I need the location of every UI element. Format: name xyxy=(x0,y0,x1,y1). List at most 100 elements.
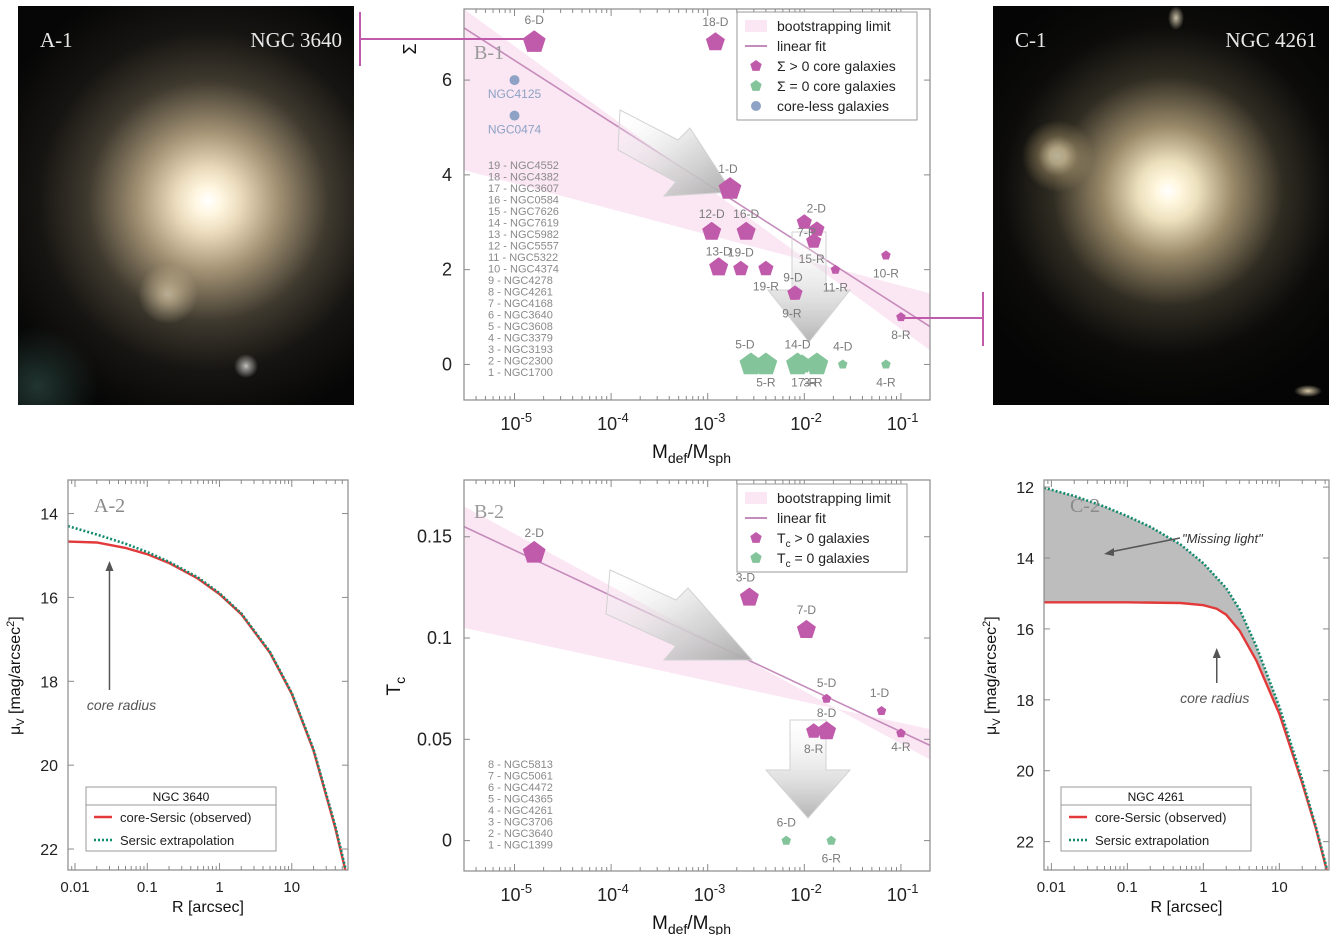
trend-arrow-0 xyxy=(605,569,754,661)
missing-light-region xyxy=(1044,487,1327,870)
y-axis-label: Σ xyxy=(400,43,420,54)
y-tick-label: 6 xyxy=(442,70,452,90)
data-point xyxy=(718,177,742,199)
galaxy-list-item: 9 - NGC4278 xyxy=(488,275,553,287)
legend-swatch xyxy=(751,101,761,111)
data-point xyxy=(736,221,756,240)
point-label: 8-D xyxy=(817,706,837,720)
legend-label: core-Sersic (observed) xyxy=(1095,810,1227,825)
y-tick-label: 14 xyxy=(40,507,58,524)
point-label: 19-D xyxy=(728,246,754,260)
x-tick-label: 10-3 xyxy=(694,410,726,434)
data-point xyxy=(809,221,825,236)
legend-label: bootstrapping limit xyxy=(777,18,891,34)
galaxy-list-item: 8 - NGC5813 xyxy=(488,759,553,771)
legend-title: NGC 3640 xyxy=(153,790,210,804)
x-tick-label: 10 xyxy=(283,879,300,896)
data-point xyxy=(509,75,520,86)
galaxy-list-item: 5 - NGC3608 xyxy=(488,321,553,333)
data-point xyxy=(881,250,891,260)
y-tick-label: 18 xyxy=(1016,693,1034,710)
galaxy-list-item: 15 - NGC7626 xyxy=(488,206,559,218)
galaxy-name-ngc4261: NGC 4261 xyxy=(1225,28,1317,52)
x-tick-label: 0.01 xyxy=(60,879,89,896)
trend-arrow-1 xyxy=(766,231,852,343)
galaxy-list-item: 19 - NGC4552 xyxy=(488,160,559,172)
y-tick-label: 18 xyxy=(40,674,58,691)
point-label: 1-D xyxy=(718,162,738,176)
trend-arrow-0 xyxy=(617,109,733,197)
y-tick-label: 0 xyxy=(442,354,452,374)
y-tick-label: 14 xyxy=(1016,551,1034,568)
point-label: 11-R xyxy=(823,281,848,295)
data-point xyxy=(806,723,822,738)
point-label: 5-R xyxy=(756,375,776,389)
panel-label-b2: B-2 xyxy=(474,501,504,523)
legend-box xyxy=(1060,786,1252,852)
core-radius-arrowhead xyxy=(105,561,114,571)
chart-c2: 0.01 0.1 1 10 12 14 16 18 20 22 R [arcsec] μV [mag/… xyxy=(981,479,1330,916)
legend-label: Σ = 0 core galaxies xyxy=(777,78,896,94)
galaxy-list-item: 16 - NGC0584 xyxy=(488,195,559,207)
galaxy-image-ngc4261: C-1 NGC 4261 xyxy=(993,6,1329,405)
galaxy-list-item: 14 - NGC7619 xyxy=(488,218,559,230)
galaxy-list-item: 12 - NGC5557 xyxy=(488,241,559,253)
point-label: 17-R xyxy=(791,375,817,389)
data-point xyxy=(792,354,812,373)
point-label: 9-R xyxy=(782,307,802,321)
galaxy-list-item: 17 - NGC3607 xyxy=(488,183,559,195)
data-point xyxy=(821,693,832,703)
data-point xyxy=(881,359,891,369)
data-point xyxy=(754,352,778,375)
data-point xyxy=(702,221,722,240)
data-point xyxy=(733,260,749,276)
x-axis-label: Mdef/Msph xyxy=(652,913,731,935)
galaxy-list-item: 10 - NGC4374 xyxy=(488,264,559,276)
galaxy-list-item: 6 - NGC4472 xyxy=(488,782,553,794)
chart-a2: 0.01 0.1 1 10 14 16 18 20 22 R [arcsec] μV [mag/ar… xyxy=(5,479,349,916)
galaxy-image-ngc3640: A-1 NGC 3640 xyxy=(18,6,354,405)
point-label: 9-D xyxy=(783,270,803,284)
core-radius-label: core radius xyxy=(87,697,156,713)
point-label: 7-D xyxy=(797,603,817,617)
chart-b1: 10-5 10-4 10-3 10-2 10-1 0 2 4 6 Mdef/Msph Σ B-1 6-D… xyxy=(400,8,931,466)
y-tick-label: 16 xyxy=(1016,622,1034,639)
y-tick-label: 12 xyxy=(1016,480,1034,497)
galaxy-list-item: 5 - NGC4365 xyxy=(488,794,553,806)
data-point xyxy=(758,260,774,276)
data-point xyxy=(739,587,759,606)
galaxy-list-item: 3 - NGC3706 xyxy=(488,817,553,829)
x-axis-label: Mdef/Msph xyxy=(652,442,731,466)
galaxy-list-item: 13 - NGC5982 xyxy=(488,229,559,241)
panel-label-a1: A-1 xyxy=(40,28,73,52)
data-point xyxy=(796,619,816,638)
data-point xyxy=(705,32,725,51)
missing-light-label: "Missing light" xyxy=(1182,531,1264,546)
y-tick-label: 4 xyxy=(442,165,452,185)
data-point xyxy=(781,835,791,845)
x-tick-label: 10-4 xyxy=(597,410,629,434)
y-axis-label: μV [mag/arcsec2] xyxy=(5,616,27,735)
legend-label: linear fit xyxy=(777,38,826,54)
legend-box xyxy=(85,786,277,852)
point-label: 4-D xyxy=(833,339,853,353)
point-label: 6-D xyxy=(525,13,545,27)
galaxy-list-item: 7 - NGC5061 xyxy=(488,771,553,783)
legend-swatch xyxy=(745,492,767,504)
y-tick-label: 0.1 xyxy=(427,628,452,648)
panel-label-c1: C-1 xyxy=(1015,28,1047,52)
data-point xyxy=(796,214,812,229)
data-point xyxy=(709,257,729,276)
point-label: 6-R xyxy=(822,852,842,866)
data-point xyxy=(806,233,822,248)
x-axis-label: R [arcsec] xyxy=(1150,899,1222,916)
core-radius-label: core radius xyxy=(1180,690,1249,706)
point-label: NGC0474 xyxy=(488,123,542,137)
sersic-extrapolation-line xyxy=(1043,486,1328,869)
y-tick-label: 0.15 xyxy=(417,527,452,547)
x-tick-label: 10-2 xyxy=(790,410,822,434)
y-tick-label: 22 xyxy=(1016,835,1034,852)
data-point xyxy=(817,721,837,740)
x-axis-label: R [arcsec] xyxy=(172,899,244,916)
legend-swatch xyxy=(750,532,762,543)
